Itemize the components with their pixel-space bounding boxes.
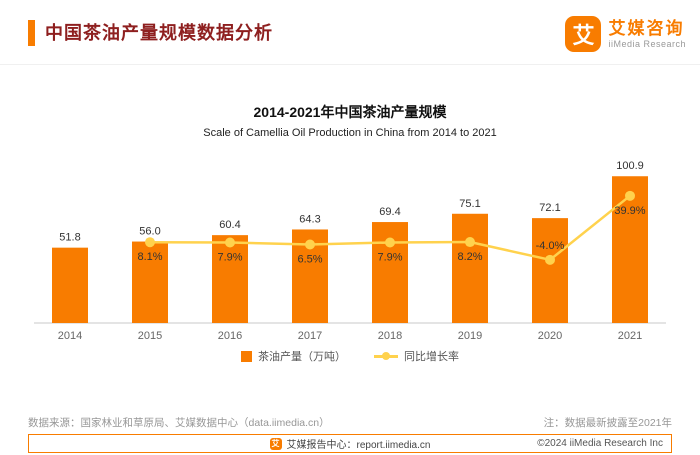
chart-text-label: 56.0: [139, 226, 160, 238]
chart-text-label: 2019: [458, 330, 482, 342]
chart-text-label: 69.4: [379, 206, 400, 218]
bar-2020: [532, 218, 568, 323]
bar-series-swatch-icon: [241, 350, 252, 362]
legend-item-production: 茶油产量（万吨）: [241, 348, 346, 364]
legend-item-growth: 同比增长率: [374, 348, 459, 364]
chart-text-label: 2015: [138, 330, 162, 342]
chart-text-label: 39.9%: [614, 205, 645, 217]
chart-text-label: 2020: [538, 330, 562, 342]
bar-2019: [452, 213, 488, 323]
data-note-text: 注：数据最新披露至2021年: [543, 417, 672, 429]
chart-text-label: 2017: [298, 330, 322, 342]
iimedia-logo: 艾 艾媒咨询 iiMedia Research: [565, 16, 686, 52]
logo-subtitle: iiMedia Research: [608, 39, 686, 49]
growth-rate-dot: [305, 239, 315, 250]
chart-text-label: 60.4: [219, 219, 240, 231]
chart-text-label: -4.0%: [536, 240, 565, 252]
source-row: 数据来源：国家林业和草原局、艾媒数据中心（data.iimedia.cn） 注：…: [28, 415, 672, 430]
iimedia-logo-text: 艾媒咨询 iiMedia Research: [608, 19, 686, 49]
bar-2015: [132, 241, 168, 323]
header-divider: [0, 64, 700, 65]
chart-text-label: 2021: [618, 330, 642, 342]
page-title: 中国茶油产量规模数据分析: [45, 23, 273, 43]
growth-rate-dot: [465, 237, 475, 248]
chart-text-label: 6.5%: [297, 254, 322, 266]
report-center-link[interactable]: 艾媒报告中心：report.iimedia.cn: [286, 440, 431, 451]
chart-legend: 茶油产量（万吨） 同比增长率: [0, 348, 700, 364]
growth-rate-dot: [385, 237, 395, 248]
chart-subtitle: Scale of Camellia Oil Production in Chin…: [203, 127, 497, 139]
chart-text-label: 64.3: [299, 213, 320, 225]
header: 中国茶油产量规模数据分析 艾 艾媒咨询 iiMedia Research: [28, 16, 686, 62]
chart-text-label: 8.1%: [137, 251, 162, 263]
iimedia-mini-logo-icon: 艾: [269, 437, 282, 450]
chart-text-label: 8.2%: [457, 251, 482, 263]
bar-2014: [52, 247, 88, 323]
line-series-swatch-icon: [374, 351, 398, 361]
legend-label-growth: 同比增长率: [404, 351, 459, 363]
chart-text-label: 51.8: [59, 232, 80, 244]
growth-rate-dot: [625, 190, 635, 201]
chart-text-label: 100.9: [616, 160, 644, 172]
growth-rate-dot: [145, 237, 155, 248]
chart-text-label: 7.9%: [377, 251, 402, 263]
chart-text-label: 2016: [218, 330, 242, 342]
growth-rate-dot: [225, 237, 235, 248]
logo-name: 艾媒咨询: [608, 19, 685, 38]
iimedia-logo-icon: 艾: [565, 16, 602, 52]
title-accent-bar: [28, 20, 35, 46]
chart-text-label: 2018: [378, 330, 402, 342]
chart-text-label: 75.1: [459, 198, 480, 210]
report-center: 艾 艾媒报告中心：report.iimedia.cn: [29, 435, 671, 452]
chart-title: 2014-2021年中国茶油产量规模: [253, 104, 447, 120]
chart-text-label: 7.9%: [217, 251, 242, 263]
data-source-text: 数据来源：国家林业和草原局、艾媒数据中心（data.iimedia.cn）: [28, 417, 330, 429]
chart-text-label: 2014: [58, 330, 82, 342]
copyright-text: ©2024 iiMedia Research Inc: [537, 438, 663, 449]
line-swatch-dot: [382, 352, 390, 360]
production-bar-line-chart: 51.8 2014 56.0 2015 60.4 2016 64.3 2017 69.4 2018…: [34, 160, 666, 342]
growth-rate-dot: [545, 254, 555, 265]
bar-2018: [372, 222, 408, 323]
legend-label-production: 茶油产量（万吨）: [258, 351, 346, 363]
bar-2016: [212, 235, 248, 323]
chart-text-label: 72.1: [539, 202, 560, 214]
report-footer-bar: 艾 艾媒报告中心：report.iimedia.cn ©2024 iiMedia…: [28, 434, 672, 453]
